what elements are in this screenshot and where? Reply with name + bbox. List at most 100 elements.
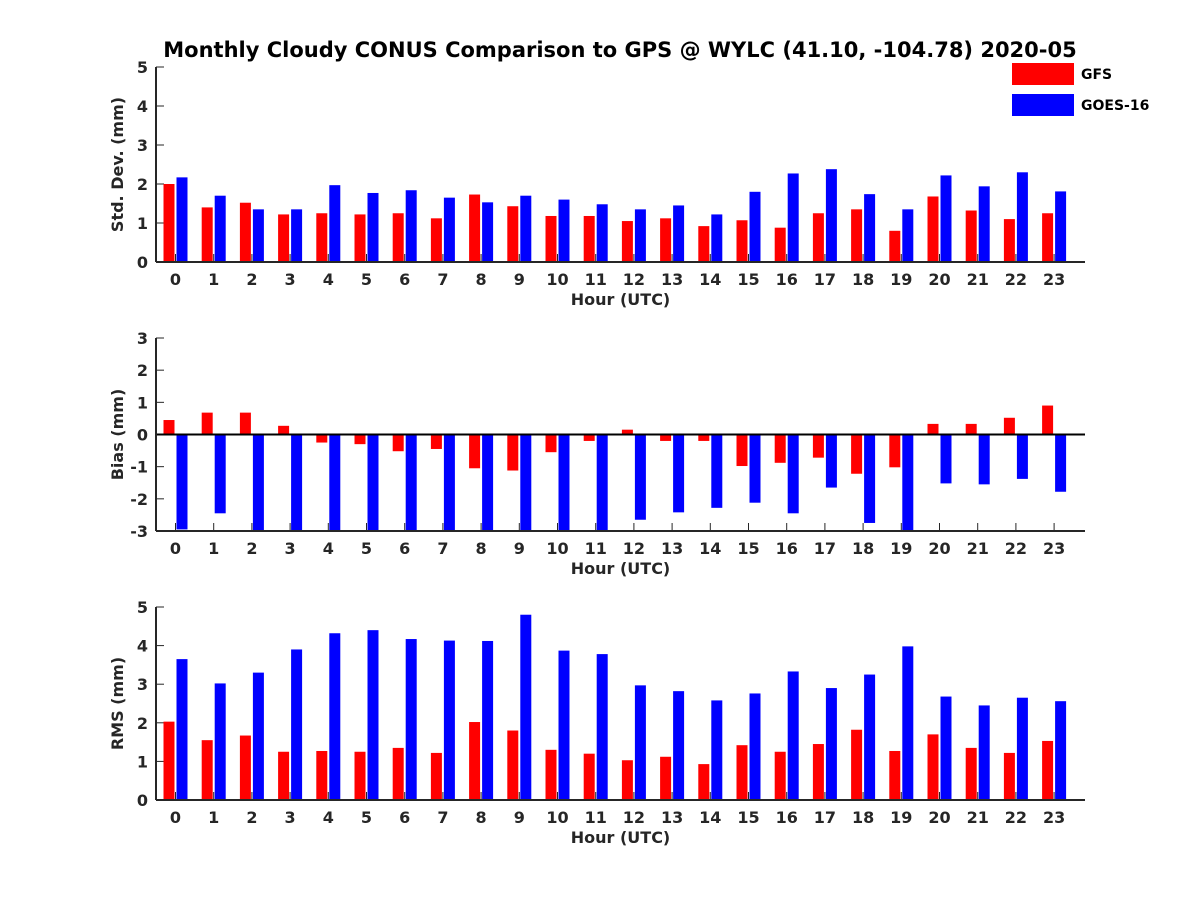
bar-gfs-2 (239, 735, 251, 800)
bar-gfs-5 (354, 434, 366, 445)
bar-gfs-20 (927, 196, 939, 262)
x-tick-label: 1 (208, 808, 219, 827)
bar-gfs-10 (545, 215, 557, 262)
bar-goes-16-0 (176, 434, 188, 530)
y-tick-label: -1 (130, 458, 148, 477)
bar-goes-16-15 (749, 693, 761, 800)
y-axis-label: Bias (mm) (108, 389, 127, 481)
bar-gfs-13 (660, 434, 672, 441)
x-tick-label: 0 (170, 808, 181, 827)
bar-gfs-23 (1042, 213, 1054, 262)
bar-gfs-4 (316, 213, 328, 262)
bar-goes-16-0 (176, 659, 188, 800)
chart-title: Monthly Cloudy CONUS Comparison to GPS @… (163, 38, 1076, 62)
bar-gfs-8 (469, 434, 481, 469)
bar-gfs-21 (965, 210, 977, 262)
bar-goes-16-1 (214, 195, 226, 262)
bar-gfs-15 (736, 220, 748, 262)
bar-gfs-8 (469, 722, 481, 800)
bar-gfs-0 (163, 184, 175, 262)
x-axis-label: Hour (UTC) (571, 828, 671, 847)
x-tick-label: 8 (476, 808, 487, 827)
legend-swatch-goes-16 (1012, 94, 1074, 116)
y-tick-label: 2 (137, 175, 148, 194)
bar-gfs-21 (965, 423, 977, 435)
x-tick-label: 15 (737, 270, 759, 289)
bar-gfs-18 (851, 434, 863, 474)
bar-gfs-9 (507, 434, 519, 471)
x-tick-label: 19 (890, 270, 912, 289)
bar-goes-16-12 (634, 434, 646, 520)
bar-goes-16-1 (214, 434, 226, 514)
bar-gfs-1 (201, 412, 213, 435)
bar-goes-16-3 (291, 434, 303, 531)
bar-gfs-7 (430, 434, 442, 449)
x-tick-label: 4 (323, 270, 334, 289)
x-tick-label: 5 (361, 539, 372, 558)
bar-goes-16-3 (291, 649, 303, 800)
x-tick-label: 5 (361, 270, 372, 289)
x-tick-label: 2 (246, 539, 257, 558)
bar-goes-16-19 (902, 646, 914, 800)
bar-goes-16-4 (329, 185, 341, 262)
bar-gfs-19 (889, 434, 901, 468)
x-tick-label: 22 (1005, 808, 1027, 827)
bar-gfs-16 (774, 434, 786, 463)
bar-goes-16-9 (520, 434, 532, 531)
bar-goes-16-5 (367, 434, 379, 531)
x-tick-label: 23 (1043, 270, 1065, 289)
x-axis-label: Hour (UTC) (571, 559, 671, 578)
bar-goes-16-14 (711, 700, 723, 800)
bar-gfs-14 (698, 434, 710, 441)
x-tick-label: 16 (776, 808, 798, 827)
y-tick-label: 3 (137, 675, 148, 694)
x-tick-label: 6 (399, 808, 410, 827)
bar-goes-16-22 (1016, 697, 1028, 800)
x-tick-label: 11 (585, 808, 607, 827)
bar-goes-16-21 (978, 434, 990, 485)
x-tick-label: 13 (661, 270, 683, 289)
bar-goes-16-4 (329, 633, 341, 800)
bar-gfs-23 (1042, 405, 1054, 435)
bar-goes-16-15 (749, 434, 761, 503)
bar-gfs-1 (201, 740, 213, 800)
bar-gfs-10 (545, 749, 557, 800)
y-tick-label: 1 (137, 752, 148, 771)
x-tick-label: 3 (285, 539, 296, 558)
bar-goes-16-20 (940, 434, 952, 484)
y-tick-label: 4 (137, 637, 148, 656)
bar-goes-16-3 (291, 209, 303, 262)
x-tick-label: 6 (399, 539, 410, 558)
bar-goes-16-6 (405, 190, 417, 262)
bar-gfs-22 (1003, 752, 1015, 800)
x-tick-label: 17 (814, 270, 836, 289)
y-tick-label: -3 (130, 522, 148, 541)
bar-gfs-0 (163, 721, 175, 800)
bar-goes-16-2 (252, 672, 264, 800)
bar-goes-16-17 (825, 169, 837, 262)
bar-goes-16-4 (329, 434, 341, 531)
y-tick-label: 1 (137, 393, 148, 412)
bar-goes-16-5 (367, 192, 379, 262)
bar-goes-16-16 (787, 671, 799, 800)
bar-goes-16-15 (749, 191, 761, 262)
bar-goes-16-9 (520, 614, 532, 800)
bar-goes-16-2 (252, 209, 264, 262)
y-tick-label: 5 (137, 598, 148, 617)
x-tick-label: 0 (170, 539, 181, 558)
x-tick-label: 11 (585, 539, 607, 558)
bar-goes-16-10 (558, 650, 570, 800)
bar-gfs-16 (774, 751, 786, 800)
bar-gfs-16 (774, 227, 786, 262)
x-tick-label: 9 (514, 808, 525, 827)
y-tick-label: 3 (137, 329, 148, 348)
bar-gfs-20 (927, 734, 939, 800)
legend-label-gfs: GFS (1081, 67, 1112, 83)
bar-gfs-11 (583, 215, 595, 262)
bar-goes-16-18 (864, 194, 876, 262)
bar-gfs-10 (545, 434, 557, 453)
bar-goes-16-19 (902, 434, 914, 531)
bar-goes-16-18 (864, 434, 876, 523)
bar-gfs-4 (316, 750, 328, 800)
